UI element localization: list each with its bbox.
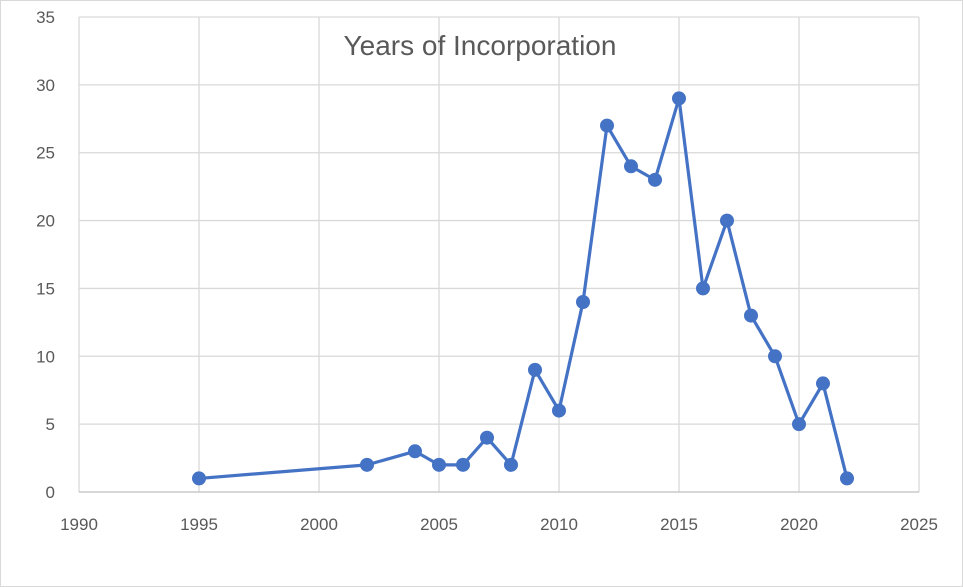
data-point xyxy=(408,444,422,459)
data-point xyxy=(840,471,854,486)
x-tick-label: 2010 xyxy=(540,515,578,534)
data-point xyxy=(552,403,566,418)
data-point xyxy=(696,281,710,296)
data-point xyxy=(576,295,590,309)
data-point xyxy=(744,308,758,323)
data-point xyxy=(624,159,638,174)
data-point xyxy=(192,471,206,486)
data-point xyxy=(672,91,686,106)
data-point xyxy=(768,349,782,364)
y-tick-label: 20 xyxy=(36,212,55,231)
x-tick-label: 2020 xyxy=(780,515,818,534)
x-tick-label: 2015 xyxy=(660,515,698,534)
x-tick-label: 1995 xyxy=(180,515,218,534)
horizontal-gridlines xyxy=(79,16,919,493)
data-point xyxy=(504,457,518,472)
y-axis-tick-labels: 0 5 10 15 20 25 30 35 xyxy=(36,8,55,502)
x-tick-label: 2000 xyxy=(300,515,338,534)
data-series xyxy=(192,91,854,486)
y-tick-label: 25 xyxy=(36,144,55,163)
y-tick-label: 5 xyxy=(46,415,55,434)
x-tick-label: 1990 xyxy=(60,515,98,534)
x-axis-tick-labels: 1990 1995 2000 2005 2010 2015 2020 2025 xyxy=(60,515,938,534)
y-tick-label: 10 xyxy=(36,347,55,366)
data-point xyxy=(480,430,494,445)
x-tick-label: 2005 xyxy=(420,515,458,534)
x-tick-label: 2025 xyxy=(900,515,938,534)
y-tick-label: 30 xyxy=(36,76,55,95)
data-point xyxy=(720,213,734,228)
data-point xyxy=(528,362,542,377)
data-point xyxy=(432,457,446,472)
chart-title: Years of Incorporation xyxy=(344,30,617,61)
y-tick-label: 35 xyxy=(36,8,55,27)
data-point xyxy=(648,172,662,187)
data-point xyxy=(816,376,830,391)
y-tick-label: 15 xyxy=(36,279,55,298)
y-tick-label: 0 xyxy=(46,483,55,502)
data-point xyxy=(792,417,806,432)
data-point xyxy=(600,118,614,133)
data-point xyxy=(360,457,374,472)
data-point xyxy=(456,457,470,472)
